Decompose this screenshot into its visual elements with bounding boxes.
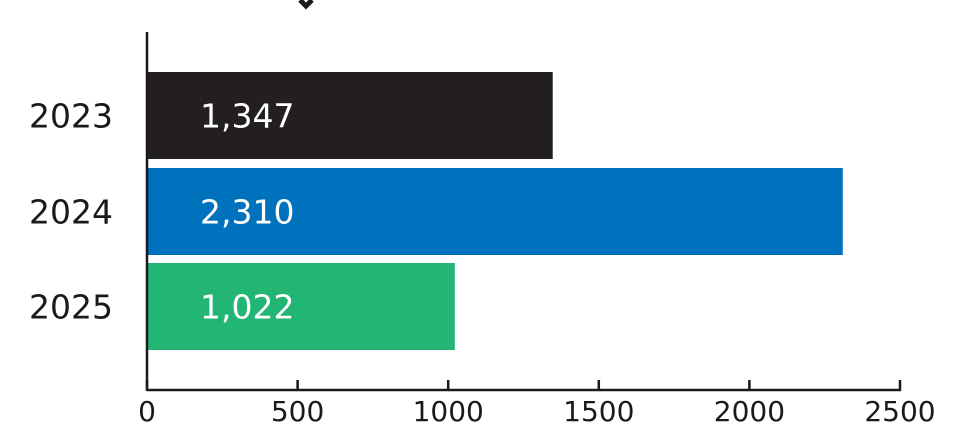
cropped-title-glyph bbox=[298, 0, 314, 10]
bar-2025 bbox=[147, 263, 455, 350]
category-label-2024: 2024 bbox=[29, 193, 113, 232]
x-tick-label-500: 500 bbox=[271, 395, 324, 427]
x-tick-label-2000: 2000 bbox=[714, 395, 785, 427]
x-tick-label-0: 0 bbox=[138, 395, 156, 427]
category-label-2025: 2025 bbox=[29, 288, 113, 327]
category-labels: 2023 2024 2025 bbox=[29, 97, 113, 327]
data-label-2025: 1,022 bbox=[200, 288, 294, 327]
bar-2024 bbox=[147, 168, 843, 255]
category-label-2023: 2023 bbox=[29, 97, 113, 136]
x-tick-label-2500: 2500 bbox=[864, 395, 935, 427]
data-labels: 1,347 2,310 1,022 bbox=[200, 97, 294, 327]
x-tick-label-1000: 1000 bbox=[413, 395, 484, 427]
data-label-2024: 2,310 bbox=[200, 193, 294, 232]
bar-2023 bbox=[147, 72, 553, 159]
x-tick-label-1500: 1500 bbox=[563, 395, 634, 427]
bars-group bbox=[147, 72, 843, 350]
data-label-2023: 1,347 bbox=[200, 97, 294, 136]
x-axis-ticks: 0 500 1000 1500 2000 2500 bbox=[138, 380, 936, 427]
